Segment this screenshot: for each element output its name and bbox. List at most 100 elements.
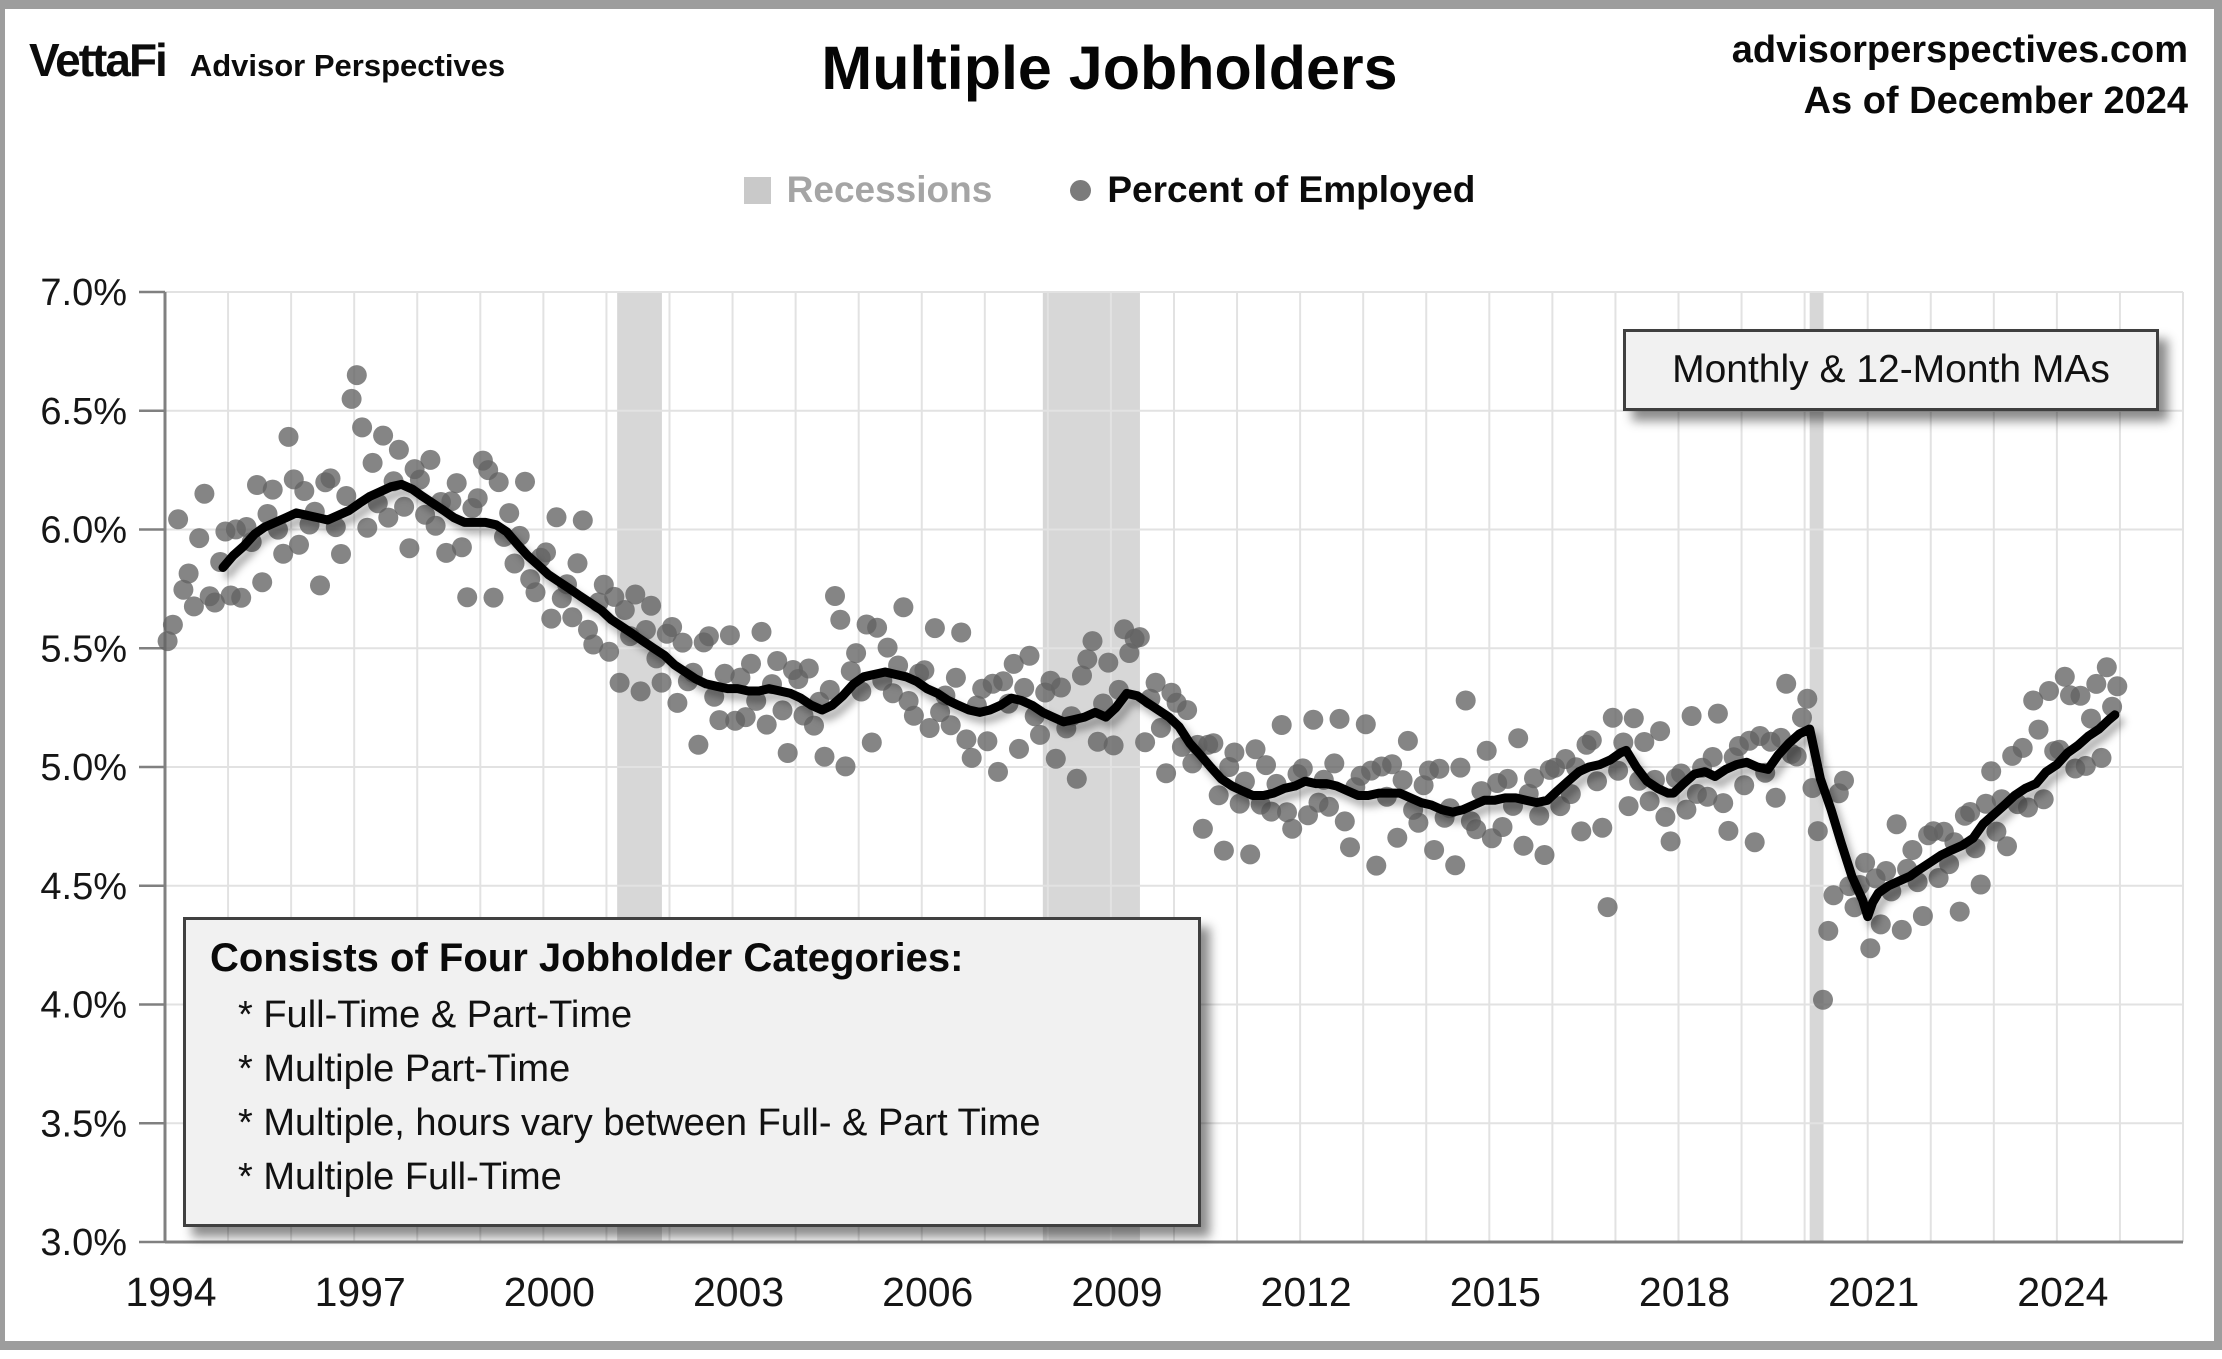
scatter-point: [1818, 920, 1839, 941]
scatter-point: [1177, 700, 1198, 721]
scatter-point: [1513, 835, 1534, 856]
scatter-point: [189, 528, 210, 549]
scatter-point: [1397, 730, 1418, 751]
scatter-point: [1240, 844, 1261, 865]
scatter-point: [835, 756, 856, 777]
scatter-point: [1634, 732, 1655, 752]
recessions-swatch-icon: [743, 176, 771, 204]
x-tick-label: 2015: [1450, 1269, 1541, 1315]
scatter-point: [1660, 831, 1681, 852]
scatter-point: [704, 686, 725, 707]
scatter-point: [709, 710, 730, 731]
scatter-point: [667, 692, 688, 713]
scatter-point: [289, 534, 309, 555]
scatter-point: [1639, 791, 1660, 812]
scatter-point: [1792, 707, 1812, 728]
scatter-point: [1087, 731, 1108, 752]
scatter-point: [756, 714, 777, 735]
scatter-point: [231, 587, 252, 608]
scatter-point: [1066, 768, 1087, 789]
scatter-point: [840, 661, 861, 682]
scatter-point: [2086, 673, 2107, 694]
scatter-point: [420, 449, 441, 470]
scatter-point: [1571, 821, 1592, 842]
scatter-point: [599, 641, 620, 662]
scatter-point: [294, 481, 315, 501]
scatter-point: [1776, 673, 1797, 694]
y-tick-label: 6.0%: [40, 510, 127, 552]
logo: VettaFi Advisor Perspectives: [29, 33, 505, 87]
scatter-point: [1156, 763, 1177, 784]
scatter-point: [2091, 747, 2112, 768]
scatter-point: [504, 553, 525, 574]
scatter-point: [2075, 755, 2096, 776]
scatter-point: [1103, 735, 1124, 756]
scatter-point: [1382, 754, 1403, 775]
scatter-point: [525, 582, 546, 603]
scatter-point: [1292, 758, 1313, 779]
scatter-point: [672, 632, 693, 653]
x-tick-label: 2018: [1639, 1269, 1730, 1315]
scatter-point: [2081, 708, 2101, 729]
scatter-point: [373, 425, 394, 446]
scatter-point: [1876, 861, 1897, 881]
scatter-point: [988, 761, 1008, 782]
scatter-point: [1051, 677, 1071, 698]
scatter-point: [346, 365, 367, 386]
scatter-point: [1860, 938, 1881, 959]
scatter-point: [903, 705, 924, 726]
scatter-point: [1145, 672, 1166, 693]
x-tick-label: 2006: [882, 1269, 973, 1315]
scatter-point: [567, 553, 588, 574]
scatter-point: [1261, 801, 1282, 822]
scatter-point: [1508, 728, 1529, 749]
scatter-point: [1902, 840, 1923, 860]
y-tick-label: 4.5%: [40, 866, 127, 908]
scatter-point: [1213, 840, 1234, 861]
scatter-point: [1618, 796, 1639, 817]
scatter-point: [1786, 746, 1807, 767]
scatter-point: [409, 469, 430, 490]
scatter-point: [1681, 706, 1702, 726]
scatter-point: [698, 626, 719, 647]
scatter-point: [446, 473, 467, 494]
scatter-point: [467, 488, 488, 509]
scatter-point: [940, 715, 961, 736]
scatter-point: [1623, 708, 1644, 729]
y-tick-label: 5.0%: [40, 747, 127, 789]
y-tick-label: 3.0%: [40, 1222, 127, 1264]
scatter-point: [945, 667, 966, 688]
x-tick-label: 2021: [1828, 1269, 1919, 1315]
scatter-point: [825, 586, 845, 606]
scatter-point: [1324, 753, 1345, 774]
scatter-point: [515, 471, 535, 492]
scatter-point: [1960, 802, 1981, 822]
scatter-point: [1424, 840, 1445, 860]
source-url: advisorperspectives.com: [1731, 29, 2188, 71]
scatter-point: [1003, 653, 1024, 674]
scatter-point: [2054, 666, 2075, 687]
x-tick-label: 1997: [315, 1269, 406, 1315]
scatter-point: [714, 663, 735, 684]
ma-line: [218, 479, 2120, 922]
scatter-point: [1886, 814, 1907, 835]
scatter-point: [204, 592, 225, 613]
scatter-point: [741, 653, 761, 674]
scatter-point: [1765, 787, 1786, 808]
legend-item-series: Percent of Employed: [1070, 169, 1475, 211]
scatter-point: [1208, 785, 1229, 806]
category-item: * Multiple, hours vary between Full- & P…: [238, 1101, 1041, 1144]
scatter-point: [178, 563, 199, 584]
scatter-point: [273, 543, 294, 564]
scatter-point: [641, 595, 662, 616]
legend-item-recessions: Recessions: [743, 169, 1033, 211]
scatter-point: [625, 584, 646, 605]
page-title: Multiple Jobholders: [821, 34, 1398, 102]
categories-title: Consists of Four Jobholder Categories:: [210, 936, 964, 980]
legend: Recessions Percent of Employed: [5, 169, 2214, 211]
scatter-point: [331, 544, 351, 564]
scatter-point: [1718, 820, 1739, 841]
vettafi-logo: VettaFi: [29, 34, 168, 86]
scatter-point: [336, 486, 357, 506]
